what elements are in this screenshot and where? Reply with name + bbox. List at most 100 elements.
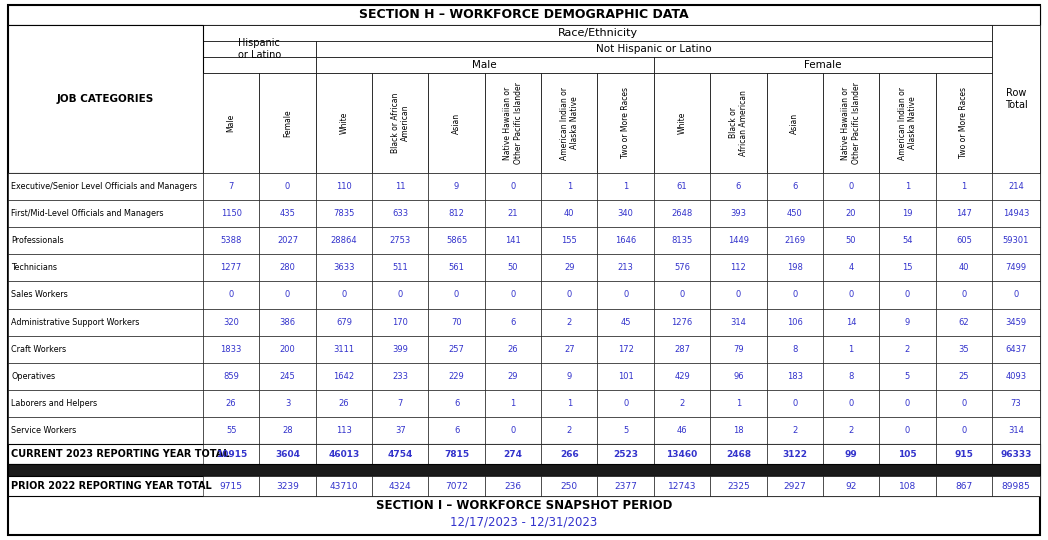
Bar bbox=[541, 254, 597, 281]
Bar bbox=[711, 254, 766, 281]
Text: 106: 106 bbox=[787, 318, 803, 327]
Bar bbox=[711, 444, 766, 464]
Bar bbox=[823, 308, 879, 335]
Text: 2: 2 bbox=[849, 426, 854, 435]
Bar bbox=[879, 335, 936, 363]
Text: 27: 27 bbox=[564, 345, 574, 354]
Bar bbox=[315, 254, 372, 281]
Text: 0: 0 bbox=[624, 291, 629, 300]
Bar bbox=[766, 254, 823, 281]
Bar bbox=[372, 363, 429, 390]
Text: 40: 40 bbox=[959, 264, 969, 272]
Bar bbox=[485, 200, 541, 227]
Bar bbox=[259, 417, 315, 444]
Bar bbox=[8, 254, 203, 281]
Bar bbox=[8, 476, 1040, 496]
Text: 6: 6 bbox=[454, 399, 459, 408]
Text: Technicians: Technicians bbox=[10, 264, 57, 272]
Text: 5: 5 bbox=[904, 372, 910, 381]
Bar bbox=[597, 363, 654, 390]
Bar bbox=[203, 363, 259, 390]
Text: 183: 183 bbox=[787, 372, 803, 381]
Text: 99: 99 bbox=[845, 449, 857, 458]
Bar bbox=[936, 173, 992, 200]
Bar bbox=[992, 476, 1040, 496]
Text: 393: 393 bbox=[730, 209, 746, 218]
Text: Administrative Support Workers: Administrative Support Workers bbox=[10, 318, 139, 327]
Text: 429: 429 bbox=[674, 372, 690, 381]
Text: 0: 0 bbox=[510, 426, 516, 435]
Bar bbox=[879, 227, 936, 254]
Bar bbox=[259, 73, 315, 173]
Bar bbox=[823, 476, 879, 496]
Bar bbox=[541, 335, 597, 363]
Bar bbox=[654, 173, 711, 200]
Text: 155: 155 bbox=[562, 237, 577, 245]
Bar bbox=[992, 200, 1040, 227]
Bar bbox=[8, 417, 203, 444]
Text: 11: 11 bbox=[395, 182, 406, 191]
Bar bbox=[429, 390, 485, 417]
Text: 1833: 1833 bbox=[220, 345, 242, 354]
Text: 1: 1 bbox=[961, 182, 966, 191]
Bar bbox=[936, 73, 992, 173]
Bar bbox=[259, 476, 315, 496]
Bar bbox=[485, 173, 541, 200]
Text: 2927: 2927 bbox=[783, 482, 806, 490]
Text: 110: 110 bbox=[336, 182, 352, 191]
Text: 0: 0 bbox=[1013, 291, 1019, 300]
Bar bbox=[654, 476, 711, 496]
Bar bbox=[879, 173, 936, 200]
Text: 0: 0 bbox=[849, 182, 854, 191]
Bar bbox=[823, 335, 879, 363]
Bar bbox=[992, 173, 1040, 200]
Bar bbox=[8, 57, 203, 73]
Text: 0: 0 bbox=[510, 182, 516, 191]
Bar bbox=[597, 173, 654, 200]
Text: 2377: 2377 bbox=[614, 482, 637, 490]
Text: Service Workers: Service Workers bbox=[10, 426, 77, 435]
Text: 96: 96 bbox=[734, 372, 744, 381]
Bar bbox=[315, 335, 372, 363]
Bar bbox=[711, 200, 766, 227]
Text: 6: 6 bbox=[510, 318, 516, 327]
Bar bbox=[485, 227, 541, 254]
Text: 108: 108 bbox=[899, 482, 916, 490]
Bar bbox=[259, 335, 315, 363]
Text: 61: 61 bbox=[677, 182, 687, 191]
Bar bbox=[372, 417, 429, 444]
Text: 59301: 59301 bbox=[1003, 237, 1029, 245]
Text: 812: 812 bbox=[449, 209, 464, 218]
Text: 2: 2 bbox=[567, 318, 572, 327]
Text: 435: 435 bbox=[280, 209, 296, 218]
Text: 4093: 4093 bbox=[1005, 372, 1027, 381]
Text: 0: 0 bbox=[904, 399, 910, 408]
Text: 6437: 6437 bbox=[1005, 345, 1027, 354]
Bar bbox=[203, 254, 259, 281]
Bar bbox=[936, 227, 992, 254]
Bar bbox=[992, 308, 1040, 335]
Bar bbox=[879, 444, 936, 464]
Bar bbox=[711, 390, 766, 417]
Bar bbox=[597, 73, 654, 173]
Text: 250: 250 bbox=[561, 482, 577, 490]
Bar bbox=[654, 444, 711, 464]
Bar bbox=[541, 390, 597, 417]
Text: 314: 314 bbox=[1008, 426, 1024, 435]
Text: 915: 915 bbox=[955, 449, 974, 458]
Text: 3633: 3633 bbox=[333, 264, 354, 272]
Bar bbox=[485, 417, 541, 444]
Bar bbox=[711, 73, 766, 173]
Text: Operatives: Operatives bbox=[10, 372, 56, 381]
Bar bbox=[8, 390, 203, 417]
Text: 141: 141 bbox=[505, 237, 521, 245]
Bar bbox=[597, 444, 654, 464]
Bar bbox=[654, 335, 711, 363]
Text: 9: 9 bbox=[454, 182, 459, 191]
Bar bbox=[485, 444, 541, 464]
Text: 198: 198 bbox=[787, 264, 803, 272]
Bar bbox=[879, 281, 936, 308]
Text: 287: 287 bbox=[674, 345, 690, 354]
Text: 0: 0 bbox=[849, 399, 854, 408]
Bar bbox=[372, 281, 429, 308]
